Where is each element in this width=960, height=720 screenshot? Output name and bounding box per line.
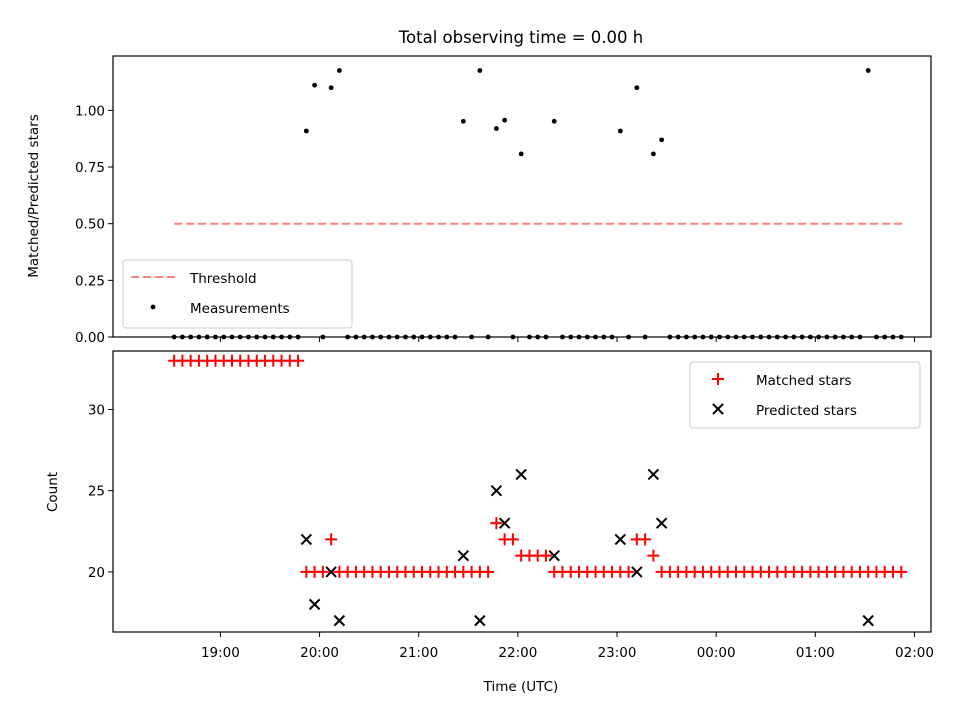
- predicted-star-point: [515, 468, 527, 481]
- x-tick-label: 02:00: [895, 645, 934, 661]
- matched-star-point: [316, 565, 329, 578]
- bottom-legend: Matched stars Predicted stars: [689, 361, 921, 429]
- x-tick-label: 21:00: [399, 645, 438, 661]
- legend-matched-swatch: [712, 373, 724, 385]
- legend-measurements-label: Measurements: [190, 301, 290, 317]
- top-xticks: [219, 337, 915, 342]
- legend-matched-label: Matched stars: [756, 373, 852, 389]
- measurement-point: [502, 117, 508, 123]
- bottom-ytick-label: 25: [88, 484, 105, 500]
- x-tick-label: 00:00: [697, 645, 736, 661]
- top-legend-box: [122, 259, 353, 329]
- predicted-star-point: [614, 533, 627, 546]
- matched-star-point: [895, 565, 908, 578]
- predicted-star-point: [655, 517, 668, 529]
- bottom-ytick-label: 30: [88, 402, 105, 418]
- bottom-yaxis: 20 25 30: [88, 402, 113, 581]
- predicted-star-point: [862, 614, 874, 627]
- legend-measurements-swatch: [150, 304, 156, 310]
- predicted-star-point: [300, 533, 313, 546]
- matched-star-point: [490, 517, 503, 530]
- top-ytick-label: 0.50: [75, 217, 105, 233]
- top-ylabel: Matched/Predicted stars: [26, 114, 42, 277]
- x-tick-label: 20:00: [300, 645, 339, 661]
- legend-predicted-swatch: [712, 403, 724, 415]
- x-tick-label: 23:00: [598, 645, 637, 661]
- predicted-star-point: [308, 598, 321, 611]
- bottom-legend-box: [689, 361, 921, 429]
- x-tick-label: 22:00: [498, 645, 537, 661]
- top-panel: 0.00 0.25 0.50 0.75 1.00 Matched/Predicted s…: [26, 55, 932, 346]
- predicted-star-point: [457, 549, 470, 562]
- predicted-star-point: [548, 549, 560, 562]
- top-ytick-label: 1.00: [75, 103, 105, 119]
- predicted-star-point: [498, 517, 511, 529]
- top-yaxis: 0.00 0.25 0.50 0.75 1.00: [75, 103, 113, 346]
- matched-star-point: [539, 549, 552, 562]
- x-axis-label: Time (UTC): [483, 679, 559, 695]
- matched-star-point: [506, 533, 519, 546]
- measurement-point: [328, 85, 334, 91]
- predicted-star-point: [490, 484, 503, 497]
- x-tick-label: 01:00: [796, 645, 835, 661]
- bottom-axes-frame: [112, 350, 932, 633]
- measurement-point: [312, 82, 318, 88]
- bottom-ylabel: Count: [45, 472, 61, 512]
- figure-title: Total observing time = 0.00 h: [398, 28, 643, 47]
- matched-star-point: [482, 565, 495, 578]
- measurement-point: [477, 68, 483, 73]
- bottom-panel: 20 25 30 19:00 20:00 21:00 22:00 23:00 00:00 01:…: [45, 350, 934, 695]
- matched-star-point: [325, 533, 338, 546]
- measurement-point: [303, 128, 309, 134]
- matched-star-point: [647, 549, 660, 562]
- top-ytick-label: 0.75: [75, 160, 105, 176]
- measurement-point: [617, 128, 623, 134]
- measurement-point: [460, 118, 466, 124]
- bottom-marks-layer: [168, 354, 908, 627]
- measurement-point: [659, 137, 665, 143]
- bottom-xaxis: 19:00 20:00 21:00 22:00 23:00 00:00 01:00 02:00: [201, 632, 934, 661]
- predicted-star-point: [631, 566, 643, 578]
- measurement-point: [865, 68, 871, 73]
- measurement-point: [493, 126, 499, 131]
- legend-predicted-label: Predicted stars: [756, 403, 857, 419]
- measurement-point: [551, 118, 557, 124]
- top-legend: Threshold Measurements: [122, 259, 353, 329]
- predicted-star-point: [325, 566, 337, 578]
- legend-threshold-label: Threshold: [189, 271, 257, 287]
- predicted-star-point: [333, 614, 346, 627]
- measurement-point: [336, 68, 342, 73]
- top-axes-frame: [112, 55, 932, 338]
- bottom-ytick-label: 20: [88, 565, 105, 581]
- measurement-point: [650, 151, 656, 157]
- matched-star-point: [639, 533, 652, 546]
- measurement-point: [518, 151, 524, 157]
- matched-star-point: [622, 565, 635, 578]
- predicted-star-point: [474, 614, 486, 627]
- top-ytick-label: 0.00: [75, 330, 105, 346]
- matched-star-point: [292, 354, 305, 367]
- x-tick-label: 19:00: [201, 645, 240, 661]
- measurement-point: [634, 85, 640, 91]
- predicted-star-point: [647, 468, 660, 481]
- top-ytick-label: 0.25: [75, 273, 105, 289]
